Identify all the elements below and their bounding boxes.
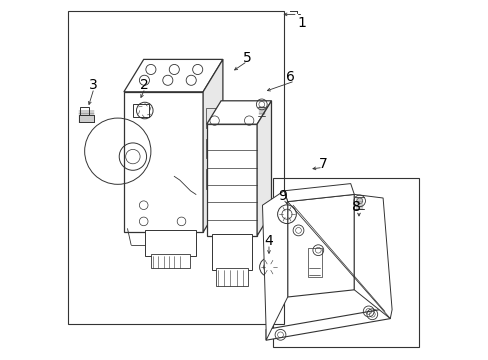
Text: 7: 7 bbox=[319, 157, 327, 171]
Bar bbox=[68, 11, 284, 324]
Text: 9: 9 bbox=[277, 189, 286, 203]
Polygon shape bbox=[287, 194, 354, 297]
Polygon shape bbox=[203, 59, 223, 232]
Bar bbox=[273, 178, 418, 347]
Bar bbox=[133, 104, 149, 117]
Text: 4: 4 bbox=[264, 234, 273, 248]
Bar bbox=[215, 268, 247, 286]
Polygon shape bbox=[284, 184, 354, 202]
Polygon shape bbox=[257, 101, 271, 236]
Text: 5: 5 bbox=[243, 51, 251, 64]
Bar bbox=[151, 254, 190, 268]
Bar bbox=[206, 123, 215, 127]
Text: 1: 1 bbox=[297, 17, 306, 30]
Text: 2: 2 bbox=[140, 78, 148, 91]
Bar bbox=[212, 234, 251, 270]
Bar bbox=[80, 107, 88, 115]
Text: 8: 8 bbox=[351, 200, 360, 214]
Bar bbox=[206, 124, 257, 236]
Bar bbox=[205, 139, 216, 158]
Bar bbox=[206, 154, 215, 157]
Bar bbox=[123, 92, 203, 232]
Polygon shape bbox=[262, 191, 287, 340]
Text: 3: 3 bbox=[89, 78, 98, 91]
Text: 6: 6 bbox=[285, 71, 294, 84]
Polygon shape bbox=[354, 194, 391, 319]
Bar bbox=[307, 248, 321, 277]
Polygon shape bbox=[206, 101, 271, 124]
Bar bbox=[206, 184, 215, 188]
Bar bbox=[145, 230, 196, 256]
Bar bbox=[205, 169, 216, 189]
Polygon shape bbox=[265, 308, 389, 340]
Polygon shape bbox=[123, 59, 223, 92]
Bar bbox=[205, 108, 216, 128]
